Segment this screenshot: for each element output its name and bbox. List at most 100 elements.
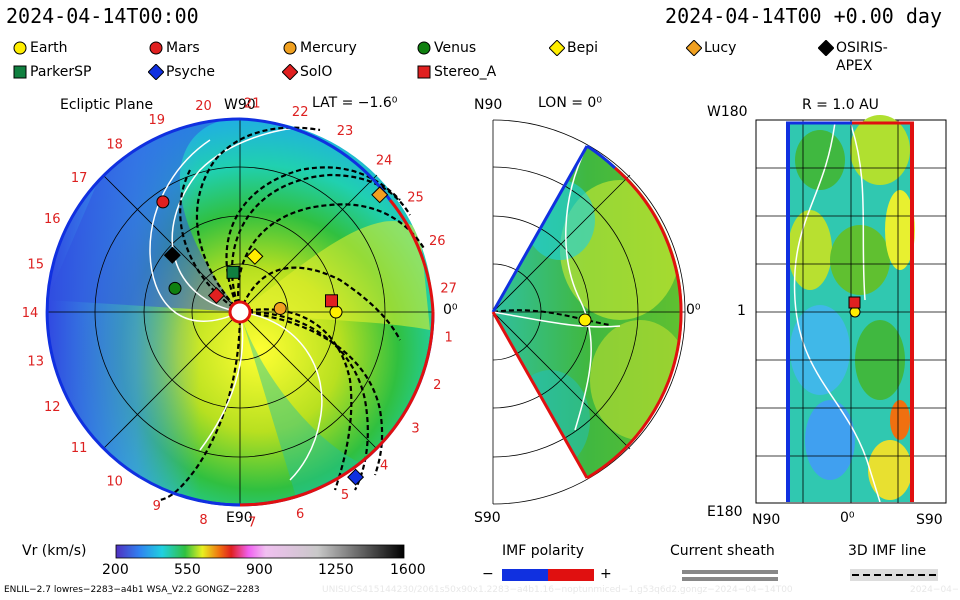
legend-label: Psyche [166, 64, 215, 80]
sector-label: 26 [429, 234, 446, 249]
sector-label: 2 [433, 378, 441, 393]
sector-label: 15 [27, 258, 44, 273]
radial-e180-label: E180 [707, 504, 743, 520]
meridional-n90-label: N90 [474, 97, 503, 113]
body-marker-mercury [273, 302, 287, 315]
sector-label: 11 [71, 441, 88, 456]
body-marker-earth [329, 305, 343, 319]
body-marker-solo [207, 286, 225, 305]
sector-label: 10 [106, 474, 123, 489]
sector-label: 7 [248, 516, 256, 531]
circle-marker-icon [417, 41, 431, 55]
body-marker-stereo-a [325, 294, 338, 308]
ecliptic-title: Ecliptic Plane [60, 97, 154, 113]
diamond-marker-icon [148, 64, 164, 80]
sector-label: 8 [199, 513, 207, 528]
square-marker-icon [417, 65, 431, 79]
sector-label: 24 [376, 153, 393, 168]
legend-label: ParkerSP [30, 64, 92, 80]
sector-label: 25 [407, 191, 424, 206]
imf-3d-label: 3D IMF line [848, 543, 927, 559]
diamond-marker-icon [686, 40, 702, 56]
radial-n90-label: N90 [752, 512, 781, 528]
colorbar-label: Vr (km/s) [22, 543, 87, 559]
imf-3d-line-swatch [850, 569, 938, 581]
meridional-earth-marker [578, 313, 592, 327]
body-marker-psyche [347, 468, 365, 486]
legend-label: Mercury [300, 40, 357, 56]
legend-label: Mars [166, 40, 200, 56]
footer-run-info: ENLIL−2.7 lowres−2283−a4b1 WSA_V2.2 GONG… [4, 585, 260, 595]
diamond-marker-icon [282, 64, 298, 80]
diamond-marker-icon [818, 40, 834, 56]
sector-label: 20 [195, 99, 212, 114]
sector-label: 3 [411, 421, 419, 436]
ecliptic-zero-label: 0⁰ [443, 302, 458, 318]
imf-polarity-label: IMF polarity [502, 543, 585, 559]
sector-label: 5 [341, 488, 349, 503]
diamond-marker-icon [549, 40, 565, 56]
sector-label: 6 [296, 507, 304, 522]
sector-label: 16 [44, 212, 61, 227]
legend-label: SolO [300, 64, 333, 80]
sector-label: 19 [149, 113, 166, 128]
square-marker-icon [13, 65, 27, 79]
meridional-zero-label: 0⁰ [686, 302, 701, 318]
sector-label: 14 [22, 306, 39, 321]
current-sheath-swatch [682, 570, 778, 581]
sector-label: 23 [337, 124, 354, 139]
colorbar-tick: 550 [174, 562, 201, 578]
sector-label: 17 [71, 171, 88, 186]
imf-minus-label: − [482, 566, 494, 582]
circle-marker-icon [149, 41, 163, 55]
legend-label: Earth [30, 40, 68, 56]
footer-date-info: 2024−04−15 [910, 585, 958, 595]
sector-label: 18 [106, 138, 123, 153]
sector-label: 22 [292, 105, 309, 120]
radial-zero-label: 0⁰ [840, 510, 855, 526]
legend-label: Stereo_A [434, 64, 497, 80]
imf-plus-label: + [600, 566, 612, 582]
body-marker-parkersp [226, 265, 240, 279]
circle-marker-icon [283, 41, 297, 55]
ecliptic-bodies [156, 186, 389, 486]
radial-surface-panel [755, 115, 947, 504]
body-marker-venus [168, 281, 182, 295]
sector-label: 12 [44, 400, 61, 415]
legend-label: Bepi [567, 40, 598, 56]
sector-label: 1 [444, 330, 452, 345]
body-marker-mars [156, 195, 170, 209]
imf-polarity-bar [502, 569, 594, 581]
radial-w180-label: W180 [707, 104, 748, 120]
velocity-colorbar [115, 544, 405, 559]
colorbar-tick: 200 [102, 562, 129, 578]
date-title-right: 2024-04-14T00 +0.00 day [665, 4, 942, 28]
body-marker-bepi [246, 247, 264, 265]
date-title-left: 2024-04-14T00:00 [6, 4, 199, 28]
radial-r-label: R = 1.0 AU [802, 97, 879, 113]
colorbar-tick: 1250 [318, 562, 354, 578]
body-marker-osiris-apex [163, 246, 181, 264]
current-sheath-label: Current sheath [670, 543, 775, 559]
legend-label: OSIRIS-APEX [836, 40, 888, 74]
circle-marker-icon [13, 41, 27, 55]
legend-label: Lucy [704, 40, 737, 56]
colorbar-tick: 900 [246, 562, 273, 578]
sector-label: 27 [440, 282, 457, 297]
sector-label: 4 [380, 459, 388, 474]
legend-label: Venus [434, 40, 477, 56]
ecliptic-lat-label: LAT = −1.6⁰ [312, 95, 398, 111]
sector-label: 21 [244, 96, 261, 111]
radial-stereo-a-marker [848, 296, 861, 309]
body-marker-lucy [371, 186, 389, 204]
sector-label: 13 [27, 354, 44, 369]
meridional-s90-label: S90 [474, 510, 501, 526]
sector-label: 9 [153, 499, 161, 514]
meridional-plane-panel [491, 119, 686, 505]
radial-one-label: 1 [737, 303, 746, 319]
ecliptic-w90-label: W90 [224, 97, 256, 113]
meridional-lon-label: LON = 0⁰ [538, 95, 602, 111]
